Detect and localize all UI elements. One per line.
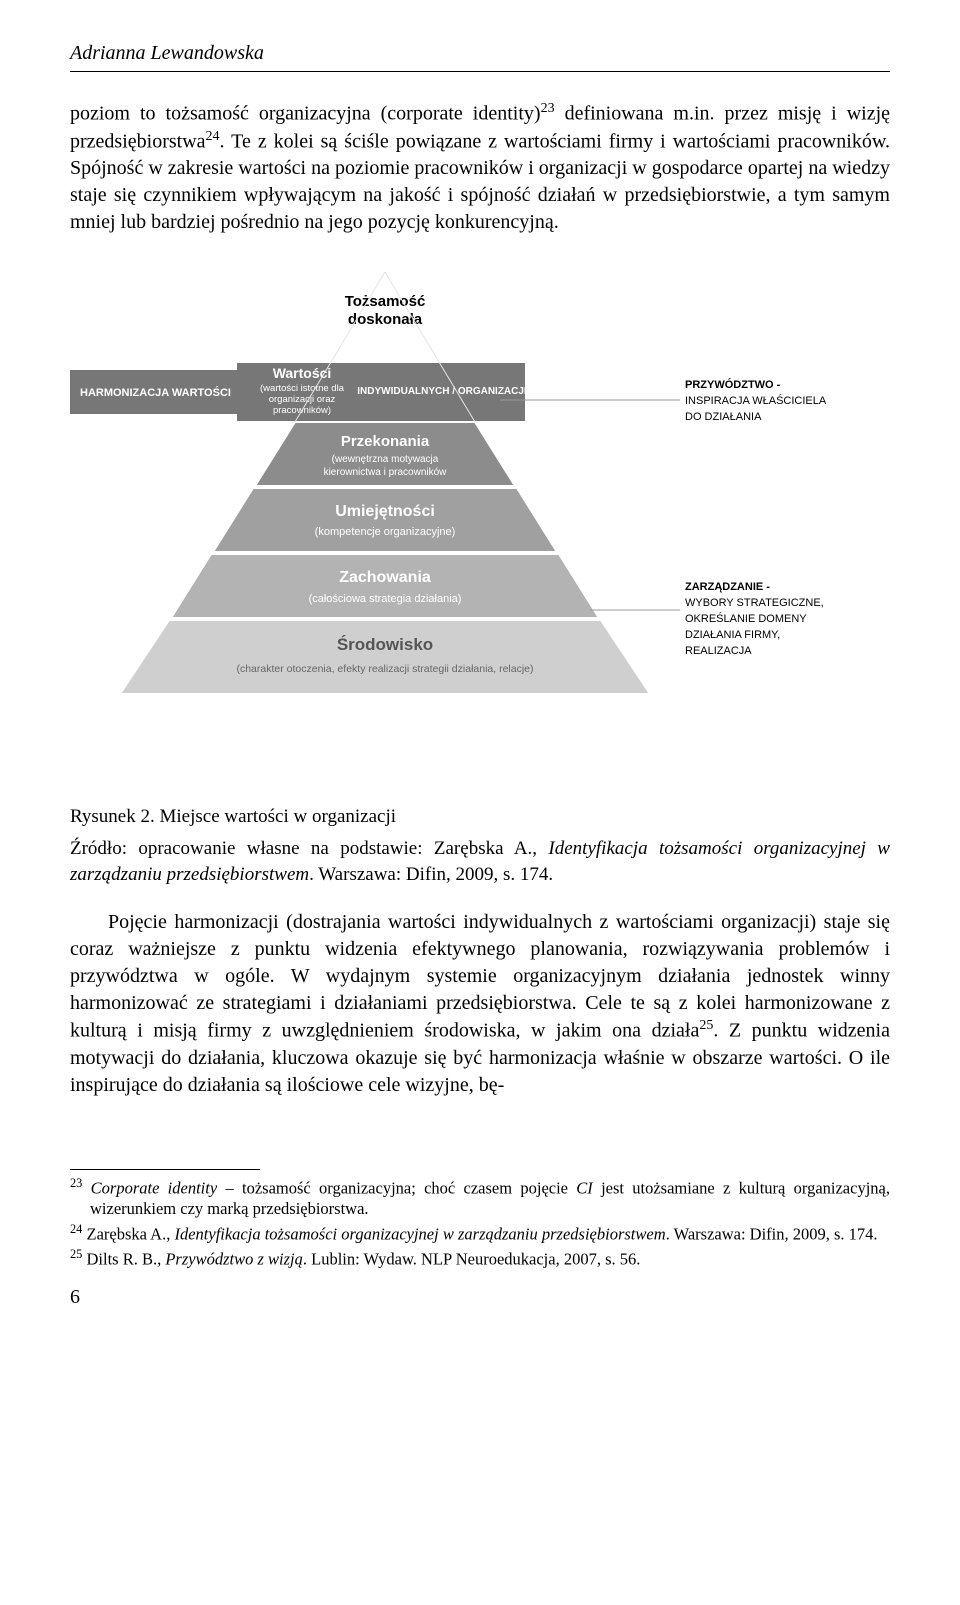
fn23-num: 23: [70, 1176, 82, 1190]
pyramid-level-3: [171, 554, 599, 618]
footnote-25: 25 Dilts R. B., Przywództwo z wizją. Lub…: [70, 1247, 890, 1270]
right-note-2-title: ZARZĄDZANIE -: [685, 581, 770, 593]
footnote-24: 24 Zarębska A., Identyfikacja tożsamości…: [70, 1222, 890, 1245]
pyramid-level-4: [120, 620, 650, 694]
lvl2-title: Umiejętności: [335, 503, 435, 520]
right-note-1-title: PRZYWÓDZTWO -: [685, 378, 781, 391]
lvl4-title: Środowisko: [337, 635, 433, 654]
right-note-2-line2: OKREŚLANIE DOMENY: [685, 612, 807, 625]
lvl4-sub: (charakter otoczenia, efekty realizacji …: [236, 663, 533, 675]
fn25-post: . Lublin: Wydaw. NLP Neuroedukacja, 2007…: [303, 1249, 641, 1268]
paragraph-3: Pojęcie harmonizacji (dostrajania wartoś…: [70, 909, 890, 1099]
fn23-ital2: CI: [576, 1178, 593, 1197]
fn25-pre: Dilts R. B.,: [86, 1249, 165, 1268]
fn24-num: 24: [70, 1222, 82, 1236]
lvl1-sub-a: (wewnętrzna motywacja: [332, 454, 439, 465]
page-number: 6: [70, 1284, 890, 1311]
fn25-num: 25: [70, 1247, 82, 1261]
footnotes-block: 23 Corporate identity – tożsamość organi…: [70, 1176, 890, 1270]
fn25-ital: Przywództwo z wizją: [165, 1249, 303, 1268]
para1-text-a: poziom to tożsamość organizacyjna (corpo…: [70, 103, 541, 125]
top-bar-sub2: organizacji oraz: [269, 394, 336, 405]
fn23-mid: – tożsamość organizacyjna; choć czasem p…: [217, 1178, 576, 1197]
footnote-ref-24: 24: [206, 129, 220, 144]
footnote-rule: [70, 1169, 260, 1170]
top-bar-sub1: (wartości istotne dla: [260, 383, 345, 394]
lvl1-title: Przekonania: [341, 433, 430, 450]
figure-source: Źródło: opracowanie własne na podstawie:…: [70, 836, 890, 887]
author-name: Adrianna Lewandowska: [70, 40, 890, 67]
pyramid-svg: HARMONIZACJA WARTOŚCI Tożsamość doskonał…: [70, 262, 890, 782]
top-bar-title: Wartości: [273, 365, 332, 381]
right-note-2-line4: REALIZACJA: [685, 645, 752, 657]
footnote-ref-23: 23: [541, 101, 555, 116]
left-bar-label: HARMONIZACJA WARTOŚCI: [80, 386, 231, 399]
figure-caption: Rysunek 2. Miejsce wartości w organizacj…: [70, 804, 890, 830]
top-bar-right: INDYWIDUALNYCH / ORGANIZACJI: [357, 386, 527, 397]
footnote-23: 23 Corporate identity – tożsamość organi…: [70, 1176, 890, 1220]
right-note-1-line2: DO DZIAŁANIA: [685, 411, 762, 423]
lvl3-title: Zachowania: [339, 569, 431, 586]
pyramid-level-2: [213, 488, 557, 552]
paragraph-1: poziom to tożsamość organizacyjna (corpo…: [70, 100, 890, 236]
lvl1-sub-b: kierownictwa i pracowników: [324, 467, 448, 478]
fn23-ital1: Corporate identity: [91, 1178, 218, 1197]
lvl3-sub: (całościowa strategia działania): [309, 593, 462, 605]
footnote-ref-25: 25: [699, 1018, 713, 1033]
fn24-pre: Zarębska A.,: [86, 1224, 174, 1243]
source-post: . Warszawa: Difin, 2009, s. 174.: [309, 864, 553, 885]
source-pre: Źródło: opracowanie własne na podstawie:…: [70, 838, 548, 859]
right-note-2-line1: WYBORY STRATEGICZNE,: [685, 597, 824, 609]
header-rule: [70, 71, 890, 72]
fn24-ital: Identyfikacja tożsamości organizacyjnej …: [174, 1224, 665, 1243]
pyramid-diagram: HARMONIZACJA WARTOŚCI Tożsamość doskonał…: [70, 262, 890, 782]
fn24-post: . Warszawa: Difin, 2009, s. 174.: [666, 1224, 878, 1243]
right-note-1-line1: INSPIRACJA WŁAŚCICIELA: [685, 394, 827, 407]
right-note-2-line3: DZIAŁANIA FIRMY,: [685, 629, 780, 641]
lvl2-sub: (kompetencje organizacyjne): [315, 526, 456, 538]
